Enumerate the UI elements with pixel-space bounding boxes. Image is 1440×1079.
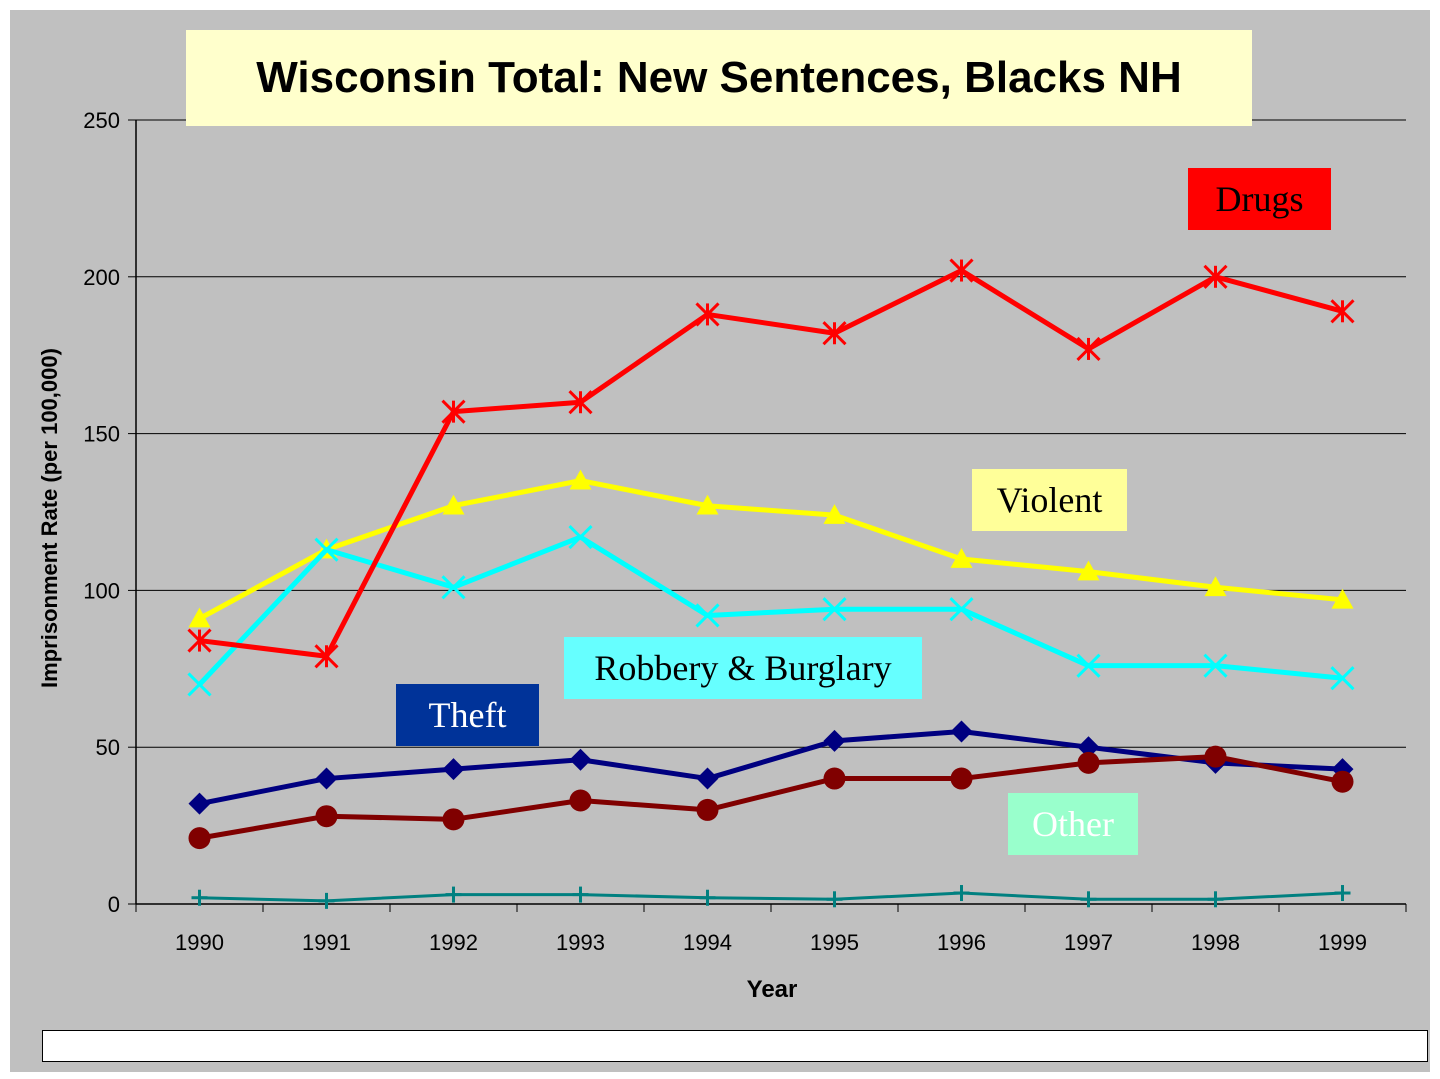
annotation-theft: Theft — [396, 684, 539, 746]
data-point — [569, 469, 592, 490]
data-point — [695, 302, 720, 327]
legend — [42, 1030, 1428, 1062]
data-point — [187, 672, 212, 697]
series-line — [199, 729, 1343, 807]
x-axis-label: Year — [747, 976, 798, 1003]
data-point — [445, 886, 462, 903]
data-point — [1077, 751, 1100, 774]
y-tick-label: 50 — [96, 735, 120, 760]
data-point — [1204, 576, 1227, 597]
annotation-drugs: Drugs — [1188, 168, 1331, 230]
x-tick-label: 1993 — [556, 930, 605, 955]
annotation-violent: Violent — [972, 469, 1127, 531]
series-unknown — [191, 885, 1351, 909]
data-point — [823, 729, 846, 752]
data-point — [442, 808, 465, 831]
data-point — [953, 885, 970, 902]
data-point — [696, 798, 719, 821]
data-point — [442, 494, 465, 515]
data-point — [187, 628, 212, 653]
annotation-robbery-burglary: Robbery & Burglary — [564, 637, 922, 699]
series-robbery-burglary — [187, 525, 1355, 697]
data-point — [441, 399, 466, 424]
y-tick-label: 200 — [83, 265, 120, 290]
x-tick-label: 1999 — [1318, 930, 1367, 955]
annotation-other: Other — [1008, 793, 1138, 855]
data-point — [1080, 891, 1097, 908]
series-larceny-theft — [188, 720, 1354, 815]
x-tick-label: 1990 — [175, 930, 224, 955]
chart-title: Wisconsin Total: New Sentences, Blacks N… — [186, 30, 1252, 126]
x-tick-label: 1992 — [429, 930, 478, 955]
data-point — [823, 504, 846, 524]
series-drug-offenses — [187, 258, 1355, 669]
x-tick-label: 1998 — [1191, 930, 1240, 955]
data-point — [1076, 336, 1101, 361]
data-point — [695, 603, 720, 628]
data-point — [1331, 770, 1354, 793]
data-point — [442, 758, 465, 781]
data-point — [1330, 299, 1355, 324]
series-line — [199, 268, 1344, 659]
data-point — [568, 525, 593, 550]
data-point — [318, 892, 335, 909]
data-point — [949, 597, 974, 622]
x-tick-label: 1996 — [937, 930, 986, 955]
data-point — [950, 548, 973, 568]
data-point — [569, 748, 592, 771]
data-point — [1334, 885, 1351, 902]
data-point — [822, 597, 847, 622]
data-point — [188, 792, 211, 815]
data-point — [314, 537, 339, 562]
series-line — [197, 534, 1343, 687]
data-point — [188, 827, 211, 850]
data-point — [1077, 736, 1100, 759]
data-point — [315, 767, 338, 790]
y-tick-label: 250 — [83, 108, 120, 133]
data-point — [696, 767, 719, 790]
data-point — [950, 767, 973, 790]
x-tick-label: 1991 — [302, 930, 351, 955]
series-line — [199, 754, 1343, 841]
data-point — [314, 644, 339, 669]
data-point — [572, 886, 589, 903]
x-tick-label: 1997 — [1064, 930, 1113, 955]
y-tick-label: 100 — [83, 578, 120, 603]
x-tick-label: 1994 — [683, 930, 732, 955]
series-line — [198, 478, 1343, 621]
data-point — [1207, 891, 1224, 908]
data-point — [1204, 745, 1227, 768]
data-point — [1076, 653, 1101, 678]
x-tick-label: 1995 — [810, 930, 859, 955]
y-tick-label: 0 — [108, 892, 120, 917]
data-point — [188, 607, 211, 628]
y-axis-label: Imprisonment Rate (per 100,000) — [37, 348, 62, 688]
data-point — [823, 767, 846, 790]
series-other-offenses — [188, 745, 1354, 850]
data-point — [949, 258, 974, 283]
y-tick-label: 150 — [83, 422, 120, 447]
data-point — [1203, 653, 1228, 678]
data-point — [1203, 264, 1228, 289]
data-point — [826, 891, 843, 908]
series-violent-offenses — [188, 469, 1354, 628]
data-point — [1077, 560, 1100, 581]
data-point — [568, 390, 593, 415]
data-point — [315, 805, 338, 828]
series-line — [199, 891, 1343, 903]
data-point — [1330, 666, 1355, 691]
data-point — [950, 720, 973, 743]
data-point — [699, 889, 716, 906]
data-point — [822, 321, 847, 346]
data-point — [191, 889, 208, 906]
data-point — [696, 494, 719, 515]
data-point — [441, 575, 466, 600]
data-point — [569, 789, 592, 812]
data-point — [1331, 588, 1354, 609]
